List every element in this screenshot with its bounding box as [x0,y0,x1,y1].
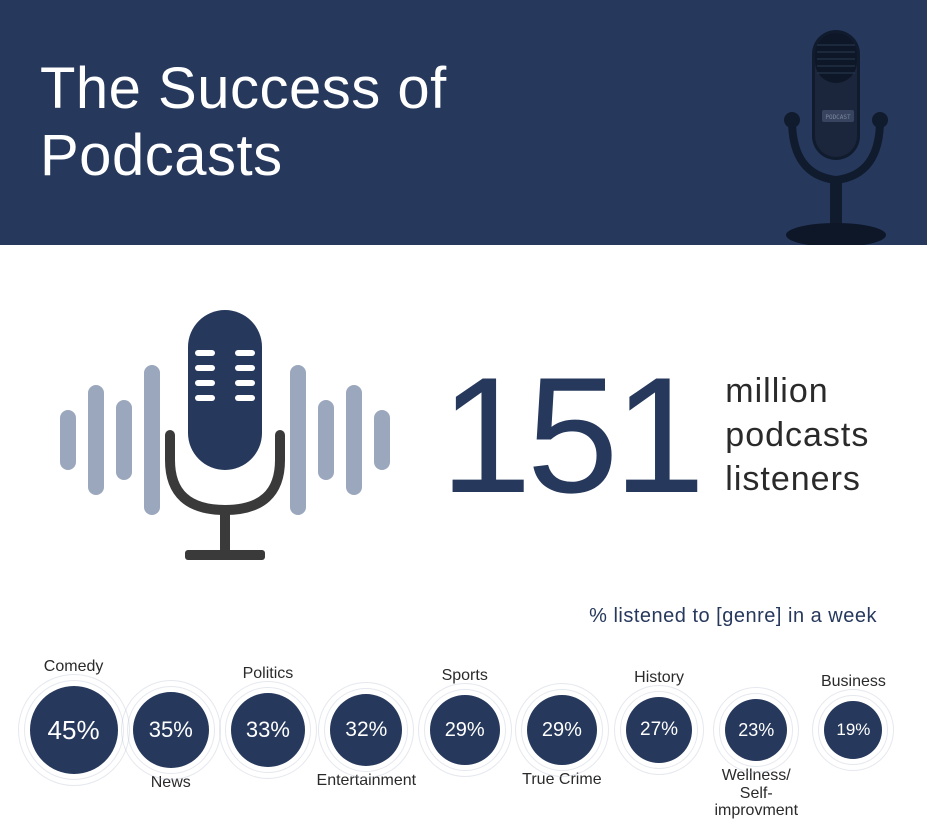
genre-bubble: 32% [330,694,402,766]
genre-bubble: 27% [626,697,692,763]
genre-label-top: History [634,669,684,691]
stat-text-line: listeners [725,457,869,501]
genre-label-top: Comedy [44,658,104,680]
stat-number: 151 [440,353,700,518]
genre-item: Politics 33% [219,665,316,807]
genre-label-bottom: News [151,774,191,808]
genre-item: Comedy 45% [25,658,122,814]
genre-bubble: 29% [527,695,597,765]
genre-bubble: 23% [725,699,787,761]
genre-item: 35% News [122,664,219,808]
stat-text-line: podcasts [725,413,869,457]
headline-stat-row: 151 million podcasts listeners [0,245,927,605]
infographic-page: The Success of Podcasts PODCAST [0,0,927,823]
headline-stat: 151 million podcasts listeners [440,353,869,518]
genre-bubble: 29% [430,695,500,765]
genre-item: History 27% [610,669,707,803]
svg-text:PODCAST: PODCAST [825,114,851,121]
stat-text: million podcasts listeners [725,369,869,502]
genre-bubble: 33% [231,693,305,767]
genre-item: Sports 29% [416,667,513,805]
microphone-photo-icon: PODCAST [717,20,927,245]
header-banner: The Success of Podcasts PODCAST [0,0,927,245]
genre-label-bottom: Entertainment [317,772,417,806]
genre-bubble: 19% [824,701,882,759]
genre-label-top: Business [821,673,886,695]
genre-item: 32% Entertainment [317,666,417,806]
stat-text-line: million [725,369,869,413]
genre-item: 23% Wellness/Self-improvment [708,671,805,801]
genre-bubbles-row: Comedy 45%35% News Politics 33% 32% Entertainm… [0,648,927,814]
genre-bubble: 45% [30,686,118,774]
genre-item: 29% True Crime [513,667,610,805]
page-title: The Success of Podcasts [0,56,600,189]
genre-label-bottom: True Crime [522,771,601,805]
genre-label-top: Sports [442,667,488,689]
genre-item: Business 19% [805,673,902,799]
genre-label-bottom: Wellness/Self-improvment [708,767,805,801]
chart-subtitle: % listened to [genre] in a week [0,605,927,648]
microphone-waves-icon [40,295,410,575]
genre-bubble: 35% [133,692,209,768]
genre-label-top: Politics [243,665,294,687]
